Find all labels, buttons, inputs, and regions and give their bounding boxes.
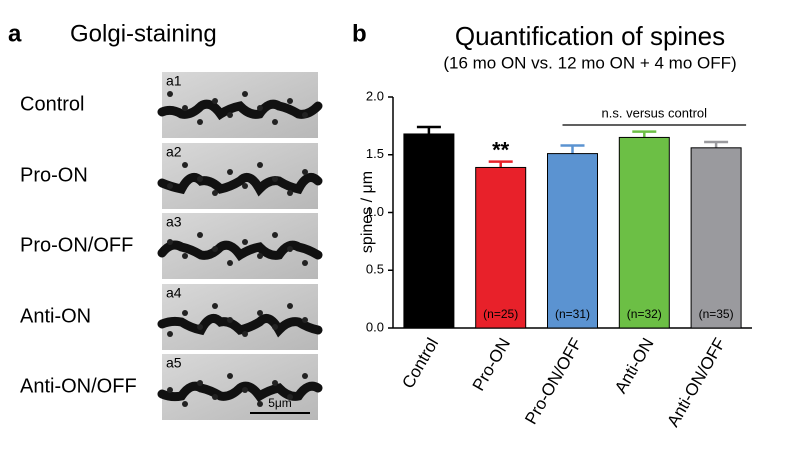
- n-label: (n=31): [555, 307, 590, 321]
- spine: [242, 331, 248, 337]
- spine: [182, 310, 188, 316]
- dendrite: [157, 99, 323, 121]
- spine: [242, 387, 248, 393]
- row-label: Pro-ON/OFF: [20, 234, 133, 256]
- significance: **: [492, 137, 510, 162]
- spine: [302, 260, 308, 266]
- spine: [272, 176, 278, 182]
- spine: [197, 119, 203, 125]
- image-tag: a4: [166, 285, 182, 301]
- image-tag: a2: [166, 144, 182, 160]
- spine: [197, 232, 203, 238]
- spine: [167, 183, 173, 189]
- y-axis-label: spines / μm: [359, 171, 376, 253]
- n-label: (n=32): [627, 307, 662, 321]
- row-label: Anti-ON/OFF: [20, 375, 137, 397]
- spine: [257, 162, 263, 168]
- n-label: (n=35): [699, 307, 734, 321]
- bar: [690, 147, 742, 329]
- spine: [227, 373, 233, 379]
- scale-bar-label: 5μm: [268, 396, 292, 410]
- spine: [302, 373, 308, 379]
- bar: [475, 166, 527, 329]
- n-label: (n=25): [483, 307, 518, 321]
- spine: [302, 112, 308, 118]
- spine: [212, 190, 218, 196]
- spine: [227, 112, 233, 118]
- spine: [287, 190, 293, 196]
- spine: [212, 246, 218, 252]
- x-tick-label: Anti-ON/OFF: [663, 335, 729, 430]
- spine: [287, 98, 293, 104]
- image-tag: a3: [166, 214, 182, 230]
- spine: [227, 169, 233, 175]
- y-tick-label: 1.0: [366, 204, 384, 219]
- row-label: Anti-ON: [20, 305, 91, 327]
- spine: [197, 176, 203, 182]
- spine: [272, 232, 278, 238]
- spine: [212, 98, 218, 104]
- spine: [302, 317, 308, 323]
- spine: [182, 105, 188, 111]
- spine: [302, 169, 308, 175]
- spine: [287, 394, 293, 400]
- spine: [257, 310, 263, 316]
- spine: [242, 91, 248, 97]
- y-tick-label: 1.5: [366, 146, 384, 161]
- spine: [272, 380, 278, 386]
- spine: [167, 239, 173, 245]
- spine: [227, 260, 233, 266]
- bar: [547, 153, 598, 329]
- dendrite: [157, 172, 323, 197]
- y-tick-label: 2.0: [366, 88, 384, 103]
- spine: [242, 239, 248, 245]
- micrograph: [162, 284, 318, 350]
- spine: [167, 331, 173, 337]
- row-label: Pro-ON: [20, 164, 88, 186]
- bracket-label: n.s. versus control: [602, 105, 708, 120]
- panel-letter: a: [8, 20, 22, 47]
- dendrite: [157, 240, 323, 262]
- spine: [212, 394, 218, 400]
- bar: [403, 133, 455, 329]
- spine: [257, 253, 263, 259]
- spine: [242, 183, 248, 189]
- spine: [167, 387, 173, 393]
- spine: [272, 324, 278, 330]
- spine: [182, 401, 188, 407]
- spine: [212, 303, 218, 309]
- dendrite: [157, 313, 323, 338]
- spine: [287, 303, 293, 309]
- x-tick-label: Pro-ON/OFF: [521, 335, 586, 428]
- chart-title: Quantification of spines: [455, 21, 725, 51]
- panel-letter: b: [352, 20, 367, 47]
- spine: [182, 253, 188, 259]
- x-tick-label: Anti-ON: [611, 335, 658, 397]
- n-label: (n=24): [411, 307, 446, 321]
- spine: [197, 324, 203, 330]
- image-tag: a5: [166, 355, 182, 371]
- spine: [287, 246, 293, 252]
- y-tick-label: 0.5: [366, 262, 384, 277]
- x-tick-label: Pro-ON: [469, 335, 514, 394]
- spine: [182, 162, 188, 168]
- row-label: Control: [20, 93, 84, 115]
- spine: [257, 401, 263, 407]
- x-tick-label: Control: [398, 335, 442, 392]
- image-column: a1 a2 a3 a4 a5: [157, 72, 323, 420]
- spine: [272, 119, 278, 125]
- spine: [257, 105, 263, 111]
- chart-subtitle: (16 mo ON vs. 12 mo ON + 4 mo OFF): [443, 53, 736, 72]
- spine: [167, 91, 173, 97]
- spine: [197, 380, 203, 386]
- image-tag: a1: [166, 73, 182, 89]
- y-tick-label: 0.0: [366, 319, 384, 334]
- spine: [227, 317, 233, 323]
- bar: [618, 136, 670, 329]
- panel-title: Golgi-staining: [70, 20, 217, 47]
